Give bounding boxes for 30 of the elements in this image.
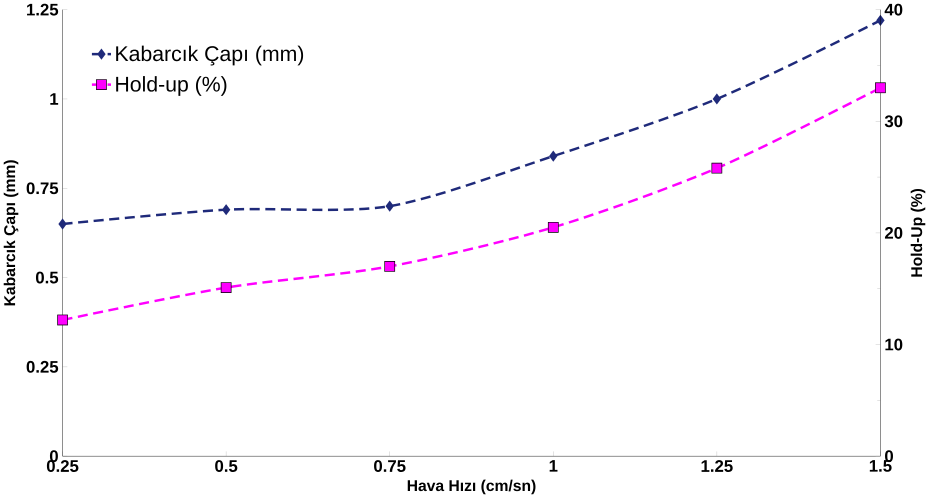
legend-label: Kabarcık Çapı (mm) [116,46,304,66]
y-tick-label: 0.25 [26,360,58,373]
point [384,261,396,272]
point [712,94,721,104]
point [222,204,230,216]
x-tick-label: 1 [550,460,558,472]
point [386,200,394,212]
x-axis-title: Hava Hızı (cm/sn) [408,480,536,494]
y-tick-label: 1.25 [27,4,58,16]
point [875,82,886,94]
x-tick-label: 0.75 [374,460,406,472]
y-axis-title: Kabarcık Çapı (mm) [4,160,18,306]
x-tick-label: 0.5 [215,460,238,472]
legend-label: Hold-up (%) [116,76,226,96]
y-tick-label: 0.5 [36,272,58,284]
point [57,314,68,326]
point [58,218,67,230]
y2-axis-title: Hold-Up (%) [910,188,926,277]
y2-tick-label: 40 [884,4,902,16]
point [549,150,558,162]
y2-tick-label: 20 [884,226,902,239]
point [220,282,232,293]
point [548,222,559,233]
y2-tick-label: 10 [885,338,902,350]
x-tick-label: 1.25 [702,460,733,472]
y2-tick-label: 30 [884,115,902,128]
y-tick-label: 0 [50,450,58,462]
y-tick-label: 0.75 [26,182,58,194]
point [711,162,722,174]
y-tick-label: 1 [50,93,58,105]
